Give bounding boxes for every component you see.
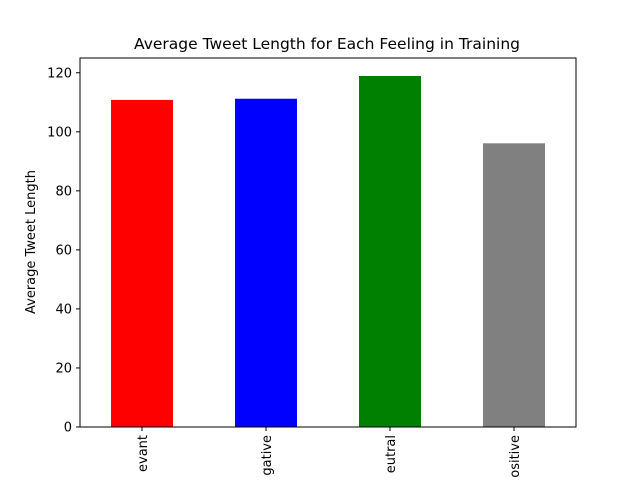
x-tick-label-0: evant bbox=[136, 435, 151, 472]
y-tick-label-4: 80 bbox=[55, 184, 72, 199]
bar-0 bbox=[111, 99, 173, 428]
plot-frame bbox=[79, 57, 577, 428]
y-tick-label-1: 20 bbox=[55, 361, 72, 376]
y-axis-label: Average Tweet Length bbox=[24, 170, 39, 314]
x-tick-label-3: ositive bbox=[508, 435, 523, 478]
x-tick-label-1: gative bbox=[260, 435, 275, 476]
y-tick-label-6: 120 bbox=[47, 66, 72, 81]
chart-title: Average Tweet Length for Each Feeling in… bbox=[134, 35, 520, 53]
y-tick-label-5: 100 bbox=[47, 125, 72, 140]
bar-2 bbox=[359, 76, 421, 427]
y-tick-label-0: 0 bbox=[64, 421, 72, 436]
y-tick-label-3: 60 bbox=[55, 243, 72, 258]
bar-3 bbox=[483, 143, 545, 427]
y-tick-label-2: 40 bbox=[55, 302, 72, 317]
bar-1 bbox=[235, 98, 297, 427]
x-tick-label-2: eutral bbox=[384, 435, 399, 473]
